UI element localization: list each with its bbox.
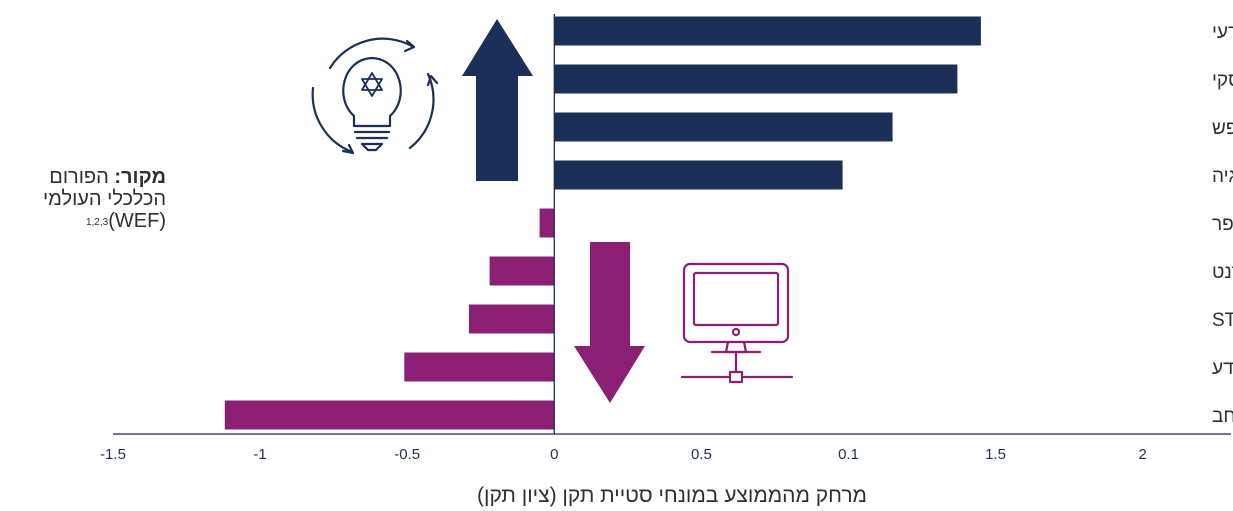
down-arrow-icon [574,242,645,403]
category-label-7: איכות לימודי STEM [1212,310,1233,331]
source-line-3: (WEF)1,2,3 [0,210,166,232]
x-tick-label-1: -1.5 [100,446,126,463]
source-note: מקור: הפורום הכלכלי העולמי (WEF)1,2,3 [0,166,166,232]
bar-3 [554,112,893,142]
bar-5 [539,208,555,238]
bar-4 [554,160,843,190]
bar-2 [554,64,958,94]
source-line-1: מקור: הפורום [0,166,166,188]
bar-6 [489,256,555,286]
lightbulb-star-of-david-icon [311,37,439,155]
x-tick-label-4: 0 [550,446,558,463]
bar-8 [404,352,555,382]
x-tick-label-6: 0.1 [838,446,859,463]
computer-network-icon [680,262,794,384]
x-axis-title: מרחק מהממוצע במונחי סטיית תקן (ציון תקן) [477,484,867,507]
x-tick-label-8: 2 [1139,446,1147,463]
category-label-8: רגולציה על טכנולוגיות מידע [1212,358,1233,379]
x-tick-label-3: -0.5 [394,446,420,463]
bar-1 [554,16,981,46]
x-tick-label-7: 1.5 [985,446,1006,463]
x-tick-label-2: -1 [253,446,266,463]
source-line-2: הכלכלי העולמי [42,188,166,210]
source-text-3: (WEF) [108,210,166,232]
category-label-4: השקעות זרות בטכנולוגיה [1212,166,1233,187]
category-label-3: פטנטים לנפש [1212,118,1233,139]
source-label: מקור: [114,166,166,188]
source-superscript: 1,2,3 [85,217,109,228]
bar-9 [224,400,555,430]
bar-7 [469,304,555,334]
up-arrow-icon [462,19,533,181]
source-text-1: הפורום [49,166,109,188]
category-label-5: גישה לאינטרנט בבתי ספר [1212,214,1233,235]
category-label-9: שיעור מנויי פס רחב [1212,406,1233,427]
category-label-6: רוחב פס באינטרנט [1212,262,1233,283]
category-label-2: הוצאה למו"פ במגזר העסקי [1212,70,1233,91]
x-tick-label-5: 0.5 [691,446,712,463]
category-label-1: איכות מוסדות המחקר המדעי [1212,22,1233,43]
